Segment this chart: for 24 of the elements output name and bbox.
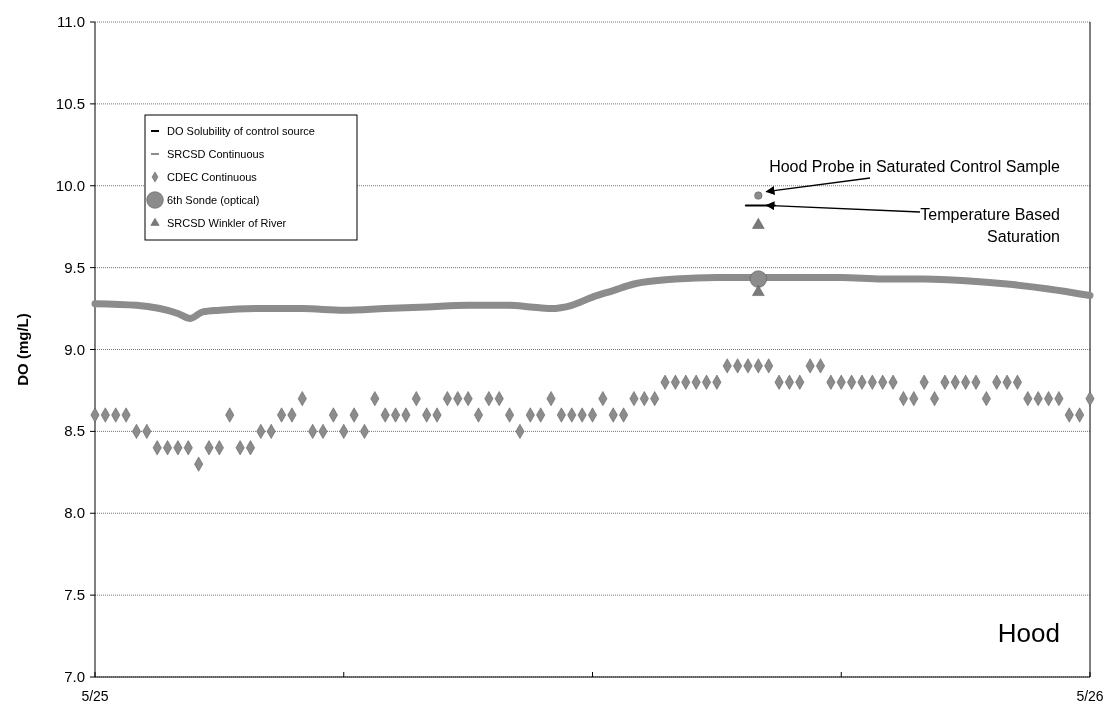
y-tick-label: 9.5 <box>64 258 85 276</box>
point <box>752 218 765 229</box>
point <box>754 191 763 200</box>
y-axis-title: DO (mg/L) <box>14 313 31 386</box>
legend-label: DO Solubility of control source <box>167 125 315 137</box>
point <box>749 270 767 288</box>
y-tick-label: 8.0 <box>64 504 85 522</box>
point <box>752 285 765 296</box>
x-tick-label: 5/25 <box>81 688 109 704</box>
legend-label: 6th Sonde (optical) <box>167 194 260 206</box>
y-tick-label: 11.0 <box>56 13 85 30</box>
x-tick-label: 5/26 <box>1076 688 1104 704</box>
y-tick-label: 7.5 <box>64 586 85 604</box>
y-tick-label: 10.0 <box>55 176 85 194</box>
y-tick-label: 10.5 <box>55 94 85 112</box>
annotation: Hood <box>997 618 1060 648</box>
legend-label: SRCSD Continuous <box>167 148 265 160</box>
legend-label: SRCSD Winkler of River <box>167 217 287 229</box>
annotation: Temperature Based Saturation <box>920 206 1060 245</box>
y-tick-label: 7.0 <box>64 668 85 685</box>
y-tick-label: 9.0 <box>64 340 85 358</box>
annotation: Hood Probe in Saturated Control Sample <box>769 158 1061 175</box>
legend-label: CDEC Continuous <box>167 171 258 183</box>
y-tick-label: 8.5 <box>64 422 85 440</box>
